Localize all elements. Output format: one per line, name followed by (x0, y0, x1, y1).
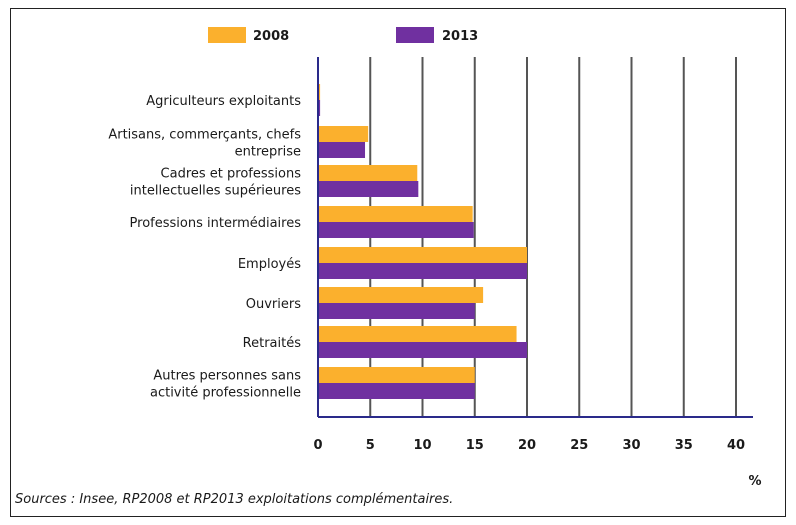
x-tick-label: 15 (466, 438, 484, 453)
category-label: Ouvriers (246, 297, 301, 312)
legend-swatch-2013 (396, 27, 434, 43)
bar-2008-3 (318, 206, 473, 222)
bar-2008-4 (318, 247, 527, 263)
bar-2013-0 (318, 100, 321, 116)
category-label: Professions intermédiaires (130, 216, 302, 231)
bars (318, 84, 527, 399)
axes (317, 57, 753, 418)
x-tick-label: 0 (313, 438, 322, 453)
bar-2008-6 (318, 326, 517, 342)
category-label: Agriculteurs exploitants (146, 94, 301, 109)
gridlines (369, 57, 737, 417)
x-tick-label: 30 (622, 438, 640, 453)
tick-labels: 0 5 10 15 20 25 30 35 40 (313, 438, 745, 453)
legend-swatch-2008 (208, 27, 246, 43)
x-tick-label: 20 (518, 438, 536, 453)
x-tick-label: 5 (366, 438, 375, 453)
chart-frame: 2008 2013 Agriculteurs exploitants Artisan… (10, 8, 786, 517)
bar-2008-7 (318, 367, 475, 383)
category-label: activité professionnelle (150, 386, 301, 401)
legend-label-2013: 2013 (442, 29, 478, 44)
bar-2013-3 (318, 222, 474, 238)
category-label: Artisans, commerçants, chefs (108, 128, 301, 143)
source-note: Sources : Insee, RP2008 et RP2013 exploi… (15, 492, 453, 507)
bar-2008-5 (318, 287, 484, 303)
x-axis-unit: % (748, 474, 761, 489)
bar-2013-7 (318, 383, 475, 399)
bar-2008-2 (318, 165, 418, 181)
category-label: Autres personnes sans (153, 369, 301, 384)
x-tick-label: 25 (570, 438, 588, 453)
bar-2013-6 (318, 342, 527, 358)
bar-2013-2 (318, 181, 419, 197)
bar-chart: 2008 2013 Agriculteurs exploitants Artisan… (15, 27, 762, 507)
category-label: entreprise (235, 145, 301, 160)
bar-2008-0 (318, 84, 321, 100)
legend: 2008 2013 (208, 27, 478, 44)
category-label: Employés (238, 257, 301, 272)
category-label: Retraités (243, 336, 302, 351)
bar-2013-5 (318, 303, 475, 319)
category-label: intellectuelles supérieures (130, 184, 301, 199)
bar-2013-1 (318, 142, 366, 158)
x-tick-label: 40 (727, 438, 745, 453)
x-tick-label: 35 (675, 438, 693, 453)
category-labels: Agriculteurs exploitants Artisans, commer… (108, 94, 301, 401)
bar-2013-4 (318, 263, 527, 279)
legend-label-2008: 2008 (253, 29, 289, 44)
bar-2008-1 (318, 126, 369, 142)
x-tick-label: 10 (413, 438, 431, 453)
category-label: Cadres et professions (161, 167, 302, 182)
